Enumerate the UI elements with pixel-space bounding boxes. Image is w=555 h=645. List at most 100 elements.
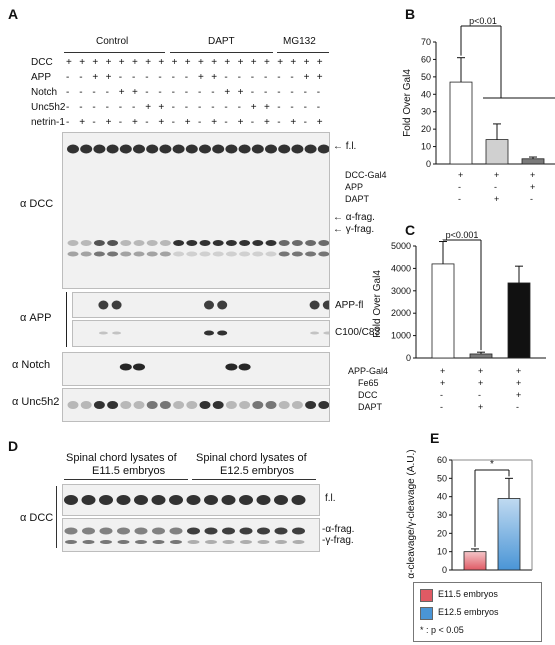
e-star: * [490, 459, 494, 470]
sign-netrin-1-3: + [105, 117, 112, 128]
sign-notch-5: + [132, 87, 138, 98]
sign-netrin-1-9: + [184, 117, 191, 128]
panel-e-label: E [430, 430, 440, 446]
band-fl-text: f.l. [345, 141, 357, 152]
sign-app-0: - [66, 72, 70, 83]
band-alpha-label: ← α-frag. [333, 212, 375, 223]
sign-unc5h2-17: - [290, 102, 294, 113]
sign-app-13: - [237, 72, 241, 83]
dcc-fl-band [291, 144, 304, 154]
sign-unc5h2-2: - [92, 102, 96, 113]
y-tick-label: 60 [421, 54, 431, 64]
dcc-gamma-band [212, 251, 224, 257]
d-fl-band [256, 495, 271, 505]
c-sign-2-0: - [440, 390, 443, 400]
dcc-alpha-band [291, 240, 303, 246]
y-tick-label: 0 [426, 159, 431, 169]
b-sign-2-0: - [458, 194, 461, 204]
b-sign-2-1: + [494, 194, 500, 204]
sign-dcc-17: + [290, 57, 297, 68]
sign-unc5h2-10: - [198, 102, 202, 113]
d-header-right-2: E12.5 embryos [220, 465, 294, 477]
dcc-gamma-band [67, 251, 79, 257]
sign-dcc-15: + [264, 57, 270, 68]
sign-dcc-3: + [105, 57, 112, 68]
sign-unc5h2-1: - [79, 102, 83, 113]
notch-band [225, 363, 238, 371]
d-gamma-band [152, 540, 165, 544]
d-alpha-band [152, 527, 165, 535]
d-gamma-band [257, 540, 270, 544]
dcc-alpha-band [133, 240, 145, 246]
antibody-unc5h2-label: α Unc5h2 [12, 396, 60, 408]
sign-dcc-13: + [237, 57, 244, 68]
c-sign-0-1: + [478, 366, 484, 376]
c-sign-0-0: + [440, 366, 446, 376]
sign-unc5h2-18: - [303, 102, 307, 113]
unc5h2-band [291, 401, 303, 409]
sign-unc5h2-4: - [118, 102, 123, 113]
sign-notch-7: - [158, 87, 162, 98]
y-tick-label: 0 [442, 565, 447, 575]
d-alpha-band [257, 527, 270, 535]
group-dapt: DAPT [208, 36, 235, 47]
unc5h2-band [225, 401, 237, 409]
y-tick-label: 0 [406, 353, 411, 363]
sign-notch-19: - [316, 87, 321, 98]
sign-dcc-7: + [158, 57, 165, 68]
dcc-gamma-band [186, 251, 198, 257]
y-tick-label: 20 [421, 124, 431, 134]
d-gamma-band [205, 540, 217, 544]
panel-b-label: B [405, 6, 416, 22]
c-pvalue: p<0.001 [446, 230, 479, 240]
sign-notch-2: - [92, 87, 96, 98]
d-gamma-band [117, 540, 130, 544]
y-tick-label: 4000 [391, 263, 411, 273]
sign-notch-6: - [145, 87, 149, 98]
d-gamma-band [187, 540, 200, 544]
b-sign-1-0: - [458, 182, 461, 192]
b-sign-0-0: + [458, 170, 464, 180]
sign-app-4: - [118, 72, 123, 83]
dcc-gamma-band [159, 251, 171, 257]
sign-notch-3: - [105, 87, 109, 98]
sign-dcc-2: + [92, 57, 99, 68]
sign-netrin-1-19: + [316, 117, 323, 128]
sign-app-18: + [303, 72, 310, 83]
c-sign-1-1: + [478, 378, 484, 388]
c-row-label-fe65: Fe65 [358, 378, 379, 388]
d-alpha-band [64, 527, 78, 535]
dcc-fl-band [106, 144, 119, 154]
dcc-gamma-band [265, 251, 277, 257]
dcc-gamma-band [305, 251, 317, 257]
group-control: Control [96, 36, 129, 47]
dcc-alpha-band [93, 240, 105, 246]
unc5h2-band [146, 401, 158, 409]
notch-band [133, 363, 145, 371]
unc5h2-blot [62, 388, 330, 422]
b-row-label-dcc: DCC-Gal4 [345, 170, 387, 180]
dcc-alpha-band [146, 240, 158, 246]
sign-netrin-1-2: - [92, 117, 96, 128]
c-sign-1-2: + [516, 378, 522, 388]
row-label-app: APP [31, 72, 52, 83]
dcc-fl-band [278, 144, 291, 154]
notch-band [238, 363, 251, 371]
dcc-gamma-band [120, 251, 132, 257]
sign-netrin-1-17: + [290, 117, 297, 128]
bar-1 [485, 139, 509, 165]
sign-unc5h2-6: + [145, 102, 152, 113]
group-mg132: MG132 [283, 36, 316, 47]
sign-unc5h2-13: - [237, 102, 241, 113]
app-fl-band [98, 300, 109, 310]
sign-unc5h2-11: - [211, 102, 215, 113]
dcc-fl-band [304, 144, 317, 154]
dcc-gamma-band [199, 251, 211, 257]
d-header-left-1: Spinal chord lysates of [66, 452, 177, 464]
d-gamma-band [240, 540, 252, 544]
sign-notch-18: - [303, 87, 307, 98]
legend-swatch-e125 [420, 607, 433, 620]
dcc-fl-band [265, 144, 277, 154]
unc5h2-band [120, 401, 132, 409]
sign-app-5: - [132, 72, 136, 83]
